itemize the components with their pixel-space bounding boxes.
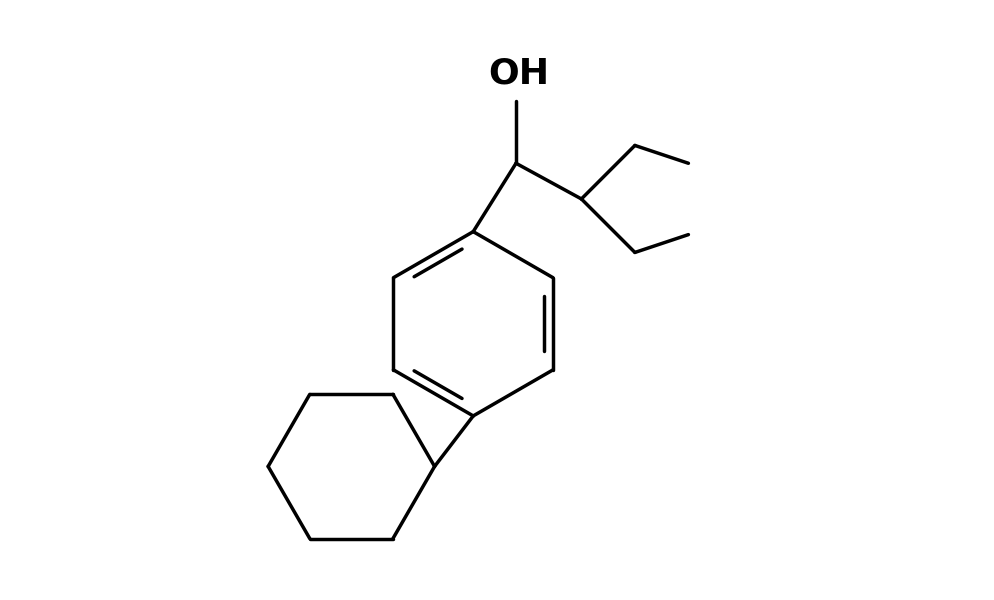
- Text: OH: OH: [488, 56, 550, 90]
